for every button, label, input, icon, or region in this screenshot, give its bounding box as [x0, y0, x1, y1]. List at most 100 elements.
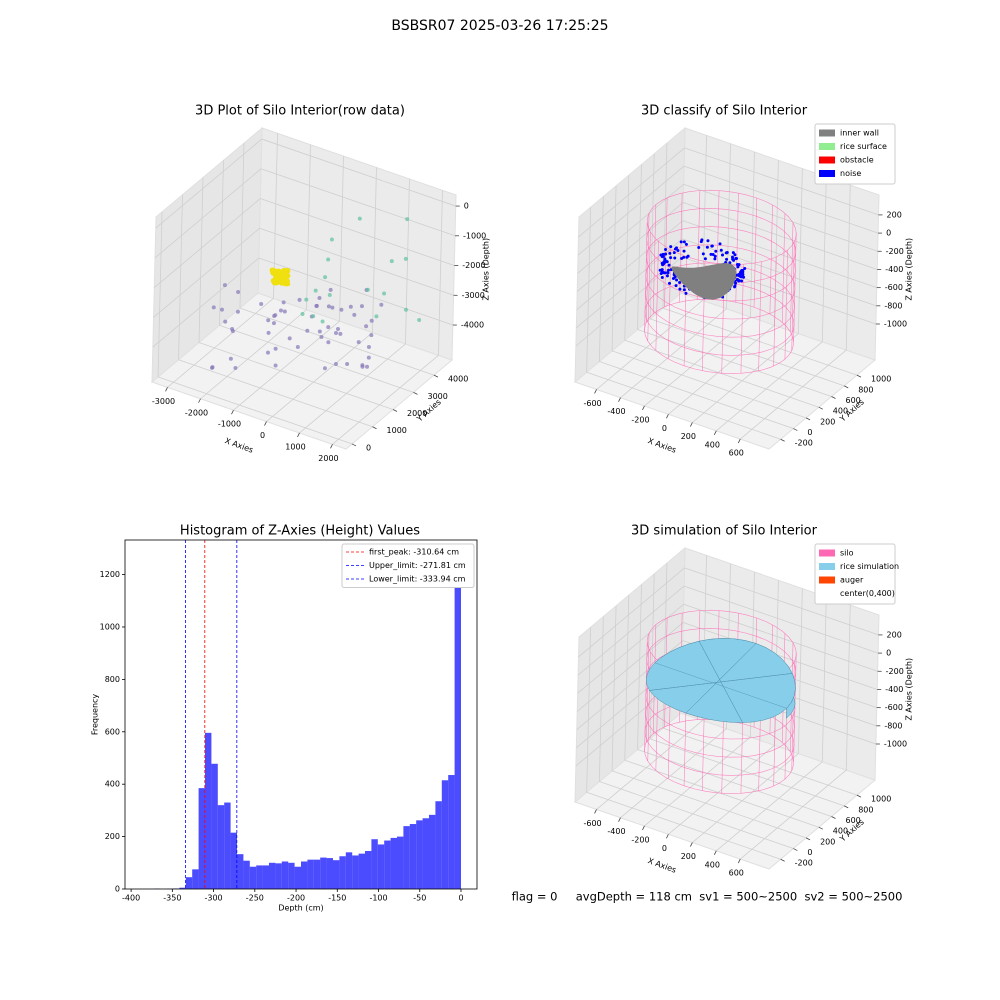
point-cloud	[669, 256, 673, 260]
point-cloud	[233, 365, 238, 370]
x-tick-label: 600	[729, 869, 744, 878]
grid-line	[637, 329, 832, 397]
grid-line	[586, 627, 592, 793]
point-cloud	[278, 270, 284, 276]
point-cloud	[667, 281, 671, 285]
x-tick-label: -50	[413, 894, 426, 903]
status-text: flag = 0 avgDepth = 118 cm sv1 = 500~250…	[512, 890, 903, 904]
legend-swatch	[819, 143, 835, 150]
bar	[365, 851, 372, 889]
point-cloud	[664, 248, 668, 252]
point-cloud	[366, 355, 371, 360]
grid-line	[157, 211, 163, 377]
silo-wall	[740, 264, 744, 374]
x-tick-label: -250	[246, 894, 264, 903]
z-tick-label: 0	[464, 202, 469, 211]
grid-line	[178, 194, 183, 360]
x-tick	[618, 397, 621, 402]
point-cloud	[731, 251, 735, 255]
point-cloud	[278, 308, 283, 313]
point-cloud	[706, 239, 710, 243]
point-cloud	[417, 317, 422, 322]
grid-line	[649, 153, 655, 319]
silo-wall	[655, 241, 659, 351]
bar	[301, 861, 308, 889]
bar	[339, 856, 346, 889]
point-cloud	[365, 287, 370, 292]
point-cloud	[678, 287, 682, 291]
point-cloud	[735, 256, 739, 260]
bar	[217, 805, 225, 889]
y-tick	[793, 428, 798, 431]
point-cloud	[721, 253, 725, 257]
y-tick-label: 3000	[427, 392, 447, 401]
grid-line	[152, 257, 260, 348]
bar	[256, 865, 263, 889]
y-tick-label: 2000	[407, 409, 427, 418]
y-tick-label: 600	[846, 396, 861, 405]
legend-label: rice simulation	[840, 562, 899, 571]
point-cloud	[733, 253, 737, 257]
silo-wall	[791, 241, 795, 351]
grid-line	[620, 308, 727, 399]
bar	[390, 837, 397, 889]
z-axis-label: Z Axies (Depth)	[905, 238, 914, 301]
z-tick-label: -600	[885, 283, 903, 292]
grid-line	[692, 333, 799, 423]
point-cloud	[664, 252, 668, 256]
x-tick-label: -150	[328, 894, 346, 903]
grid-line	[611, 605, 617, 771]
z-tick-label: -3000	[462, 291, 485, 300]
x-tick	[642, 405, 645, 411]
point-cloud	[326, 340, 331, 345]
side-pane	[574, 126, 686, 384]
y-tick	[831, 816, 836, 819]
point-cloud	[269, 267, 275, 273]
point-cloud	[663, 271, 667, 275]
plot-frame	[124, 539, 478, 890]
grid-line	[683, 622, 878, 690]
point-cloud	[737, 279, 741, 283]
x-tick-label: -600	[583, 399, 601, 408]
y-tick	[844, 805, 849, 809]
z-tick-label: -800	[884, 721, 902, 730]
grid-line	[637, 164, 642, 330]
point-cloud	[297, 297, 302, 302]
z-tick-label: -200	[886, 247, 904, 256]
bar	[294, 866, 301, 889]
x-tick-label: 400	[705, 440, 720, 449]
grid-line	[299, 343, 406, 434]
grid-line	[750, 151, 755, 317]
point-cloud	[333, 362, 338, 367]
y-tick-label: 600	[846, 816, 861, 825]
x-tick	[713, 850, 717, 855]
grid-line	[797, 168, 803, 334]
grid-line	[683, 183, 878, 252]
grid-line	[684, 147, 879, 216]
y-tick-label: 1200	[100, 570, 120, 579]
grid-line	[668, 324, 775, 415]
point-cloud	[732, 258, 736, 262]
grid-line	[682, 238, 877, 307]
point-cloud	[230, 327, 235, 332]
bar	[230, 832, 237, 889]
bar	[333, 860, 340, 889]
y-tick-label: 0	[115, 885, 120, 894]
surface-top	[645, 638, 796, 723]
bar	[441, 780, 449, 889]
chart-title: 3D Plot of Silo Interior(row data)	[195, 104, 405, 119]
y-tick-label: 0	[807, 848, 812, 857]
grid-line	[649, 573, 655, 739]
bar	[211, 763, 218, 889]
y-tick	[793, 848, 798, 851]
bar	[205, 732, 212, 889]
legend-box	[814, 123, 896, 185]
surface-mesh	[698, 641, 743, 723]
point-cloud	[271, 321, 276, 326]
x-tick-label: 1000	[285, 442, 305, 451]
grid-line	[611, 770, 807, 839]
grid-line	[662, 307, 858, 376]
point-cloud	[703, 257, 707, 261]
bar	[416, 820, 423, 889]
grid-line	[260, 168, 456, 237]
